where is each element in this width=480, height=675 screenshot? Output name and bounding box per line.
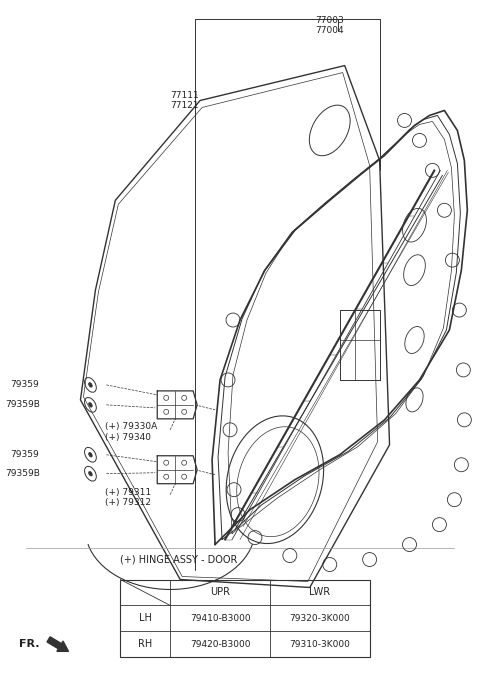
Text: 79410-B3000: 79410-B3000 <box>190 614 251 623</box>
Text: 79359: 79359 <box>11 450 39 459</box>
Text: 79420-B3000: 79420-B3000 <box>190 640 250 649</box>
Ellipse shape <box>89 471 92 476</box>
Bar <box>120 580 370 657</box>
Text: UPR: UPR <box>210 587 230 597</box>
Text: 79359: 79359 <box>11 381 39 389</box>
Text: LH: LH <box>139 614 152 624</box>
Text: RH: RH <box>138 639 152 649</box>
Text: 79320-3K000: 79320-3K000 <box>289 614 350 623</box>
Text: 79359B: 79359B <box>6 400 40 409</box>
Text: 79359B: 79359B <box>6 469 40 478</box>
Text: (+) HINGE ASSY - DOOR: (+) HINGE ASSY - DOOR <box>120 555 238 564</box>
Text: (+) 79311
(+) 79312: (+) 79311 (+) 79312 <box>106 488 152 508</box>
Ellipse shape <box>89 452 92 457</box>
Ellipse shape <box>89 383 92 387</box>
Ellipse shape <box>89 402 92 407</box>
FancyArrow shape <box>47 637 69 651</box>
Text: LWR: LWR <box>309 587 330 597</box>
Text: 79310-3K000: 79310-3K000 <box>289 640 350 649</box>
Text: 77111
77121: 77111 77121 <box>170 91 199 110</box>
Text: FR.: FR. <box>19 639 39 649</box>
Text: 77003
77004: 77003 77004 <box>315 16 344 35</box>
Text: (+) 79330A
(+) 79340: (+) 79330A (+) 79340 <box>106 422 157 441</box>
